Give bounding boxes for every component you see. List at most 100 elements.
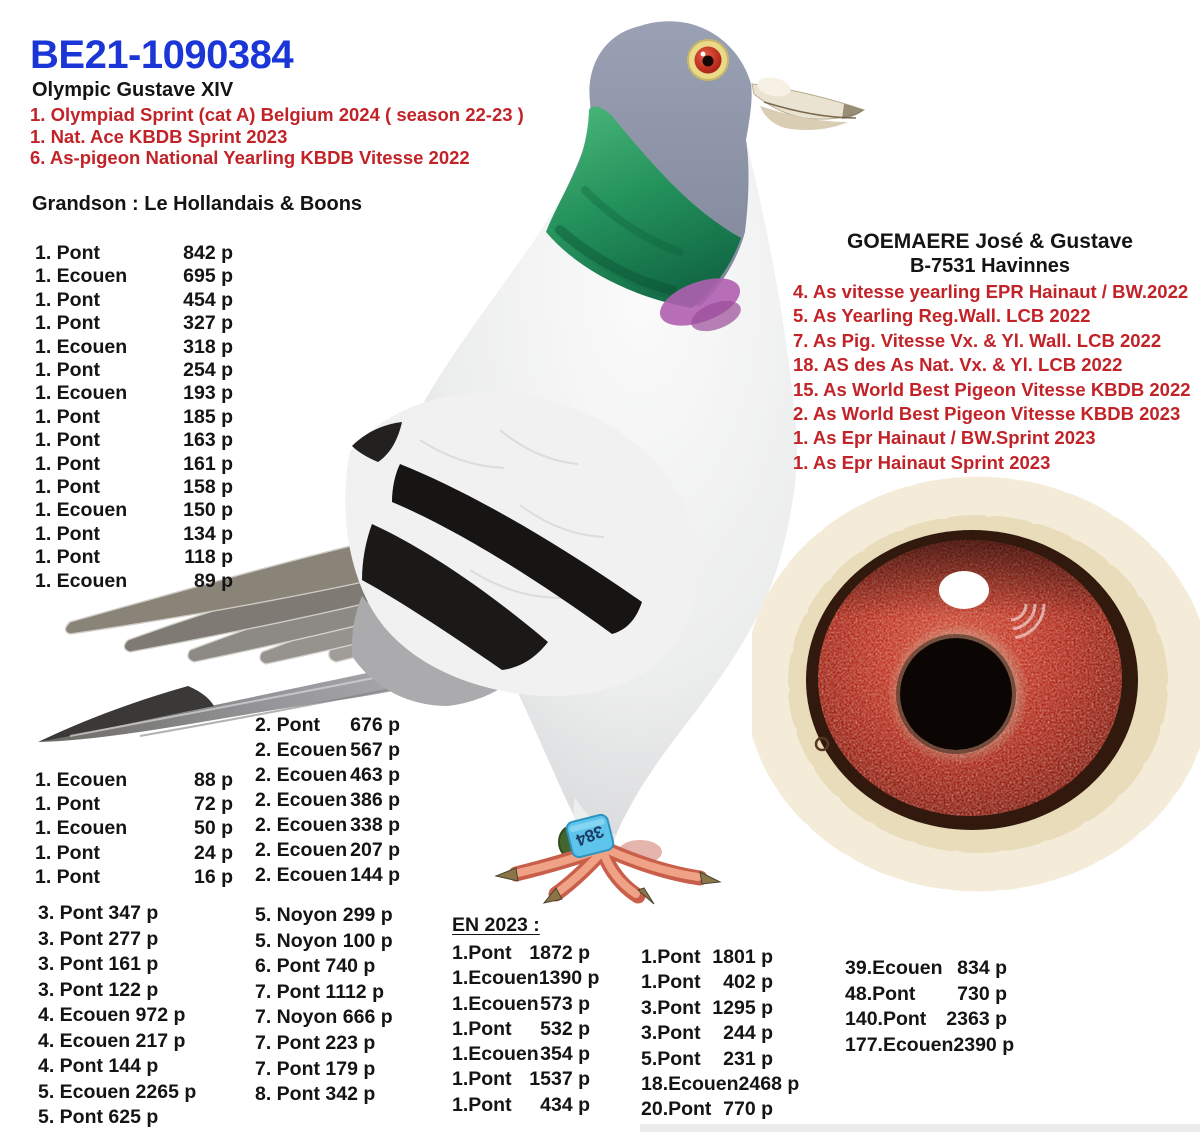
race-label: 1. Pont [35,865,101,888]
points-label: 118 p [184,546,233,569]
race-label: 48.Pont [845,982,916,1005]
points-label: 532 p [540,1017,590,1040]
race-label: 1.Pont [641,971,701,994]
race-label: 1. Pont [35,312,101,335]
result-row: 1. Ecouen 50 p [35,816,233,840]
result-row: 1.Pont 402 p [641,970,773,995]
points-label: 454 p [183,288,233,311]
points-label: 834 p [957,957,1007,979]
result-row: 1.Pont 434 p [452,1093,590,1118]
points-label: 231 p [723,1047,773,1070]
points-label: 1295 p [712,996,773,1019]
points-label: 185 p [183,405,233,428]
achievement-line: 2. As World Best Pigeon Vitesse KBDB 202… [793,403,1181,425]
breeder-achievements: 4. As vitesse yearling EPR Hainaut / BW.… [793,280,1193,475]
points-label: 402 p [723,971,773,994]
result-row: 1. Pont 185 p [35,406,233,429]
race-label: 1. Pont [35,546,101,569]
achievement-line: 1. As Epr Hainaut / BW.Sprint 2023 [793,427,1096,449]
wing-shield [345,392,699,697]
points-label: 193 p [183,382,233,405]
race-label: 3.Pont [641,996,701,1019]
result-line: 4. Ecouen 972 p [38,1004,186,1026]
race-label: 1. Ecouen [35,265,128,288]
eye-highlight [939,571,989,609]
result-row: 1. Ecouen 318 p [35,336,233,359]
achievement-line: 1. Nat. Ace KBDB Sprint 2023 [30,125,288,147]
race-label: 1. Ecouen [35,382,128,405]
points-label: 2468 p [738,1073,800,1096]
pigeon-head [546,21,866,332]
points-label: 244 p [723,1022,773,1045]
result-line: 3. Pont 277 p [38,927,159,950]
race-label: 1.Ecouen [452,1043,539,1066]
points-label: 730 p [957,982,1007,1005]
achievement-line: 5. As Yearling Reg.Wall. LCB 2022 [793,305,1091,327]
points-label: 150 p [183,499,233,522]
points-label: 338 p [350,814,400,836]
race-label: 1.Ecouen [452,992,539,1015]
result-row: 1. Pont 842 p [35,242,233,265]
breeder-block-header: GOEMAERE José & Gustave B-7531 Havinnes [790,230,1190,278]
points-label: 386 p [350,789,400,811]
blue-leg-band: 384 [565,813,615,859]
race-label: 1. Pont [35,793,101,816]
race-label: 1. Pont [35,429,101,452]
race-label: 1. Pont [35,242,101,264]
result-row: 1. Ecouen 88 p [35,768,233,792]
result-row: 48.Pont 730 p [845,982,1007,1008]
achievement-line: 6. As-pigeon National Yearling KBDB Vite… [30,147,470,168]
result-row: 2. Ecouen 463 p [255,763,400,788]
result-line: 3. Pont 122 p [38,978,159,1001]
points-label: 2390 p [953,1034,1015,1057]
bottom-results-column-e: 39.Ecouen 834 p 48.Pont 730 p 140.Pont 2363 p… [845,956,1014,1059]
result-line: 5. Pont 625 p [38,1106,159,1128]
result-row: 2. Ecouen 207 p [255,838,400,863]
result-row: 20.Pont 770 p [641,1097,773,1122]
race-label: 1. Pont [35,522,101,545]
result-line: 5. Noyon 299 p [255,904,393,926]
race-label: 2. Ecouen [255,814,348,836]
bottom-results-column-a: 3. Pont 347 p 3. Pont 277 p 3. Pont 161 p 3… [38,901,196,1131]
race-label: 1. Ecouen [35,569,128,592]
result-line: 7. Noyon 666 p [255,1006,393,1029]
race-label: 2. Ecouen [255,839,348,861]
scan-edge-strip [640,1124,1200,1132]
pigeon-photo: 384 [38,21,866,905]
points-label: 254 p [183,359,233,382]
points-label: 24 p [193,841,233,864]
breeder-name: GOEMAERE José & Gustave [847,230,1133,253]
race-label: 18.Ecouen [641,1073,739,1096]
result-line: 5. Ecouen 2265 p [38,1080,197,1103]
result-row: 1. Pont 254 p [35,359,233,382]
race-label: 1. Ecouen [35,335,128,358]
race-label: 1.Pont [641,946,701,968]
pigeon-eye [687,39,729,81]
result-row: 1. Ecouen 193 p [35,382,233,405]
points-label: 161 p [183,452,233,475]
result-row: 5.Pont 231 p [641,1047,773,1072]
result-row: 2. Ecouen 567 p [255,738,400,763]
pigeon-name: Olympic Gustave XIV [32,79,234,101]
race-label: 1.Pont [452,1068,512,1091]
result-row: 1.Ecouen 573 p [452,992,590,1017]
result-row: 1. Pont 118 p [35,546,233,569]
en2023-column-2: 1.Pont 1801 p 1.Pont 402 p 3.Pont 1295 p 3.Pon… [641,945,799,1123]
result-line: 7. Pont 1112 p [255,980,384,1003]
result-row: 1. Ecouen 150 p [35,499,233,522]
points-label: 89 p [193,569,233,592]
result-row: 1.Pont 1872 p [452,941,590,966]
achievement-line: 15. As World Best Pigeon Vitesse KBDB 20… [793,378,1191,400]
points-label: 144 p [350,864,400,886]
points-label: 134 p [183,522,233,545]
points-label: 573 p [540,992,590,1015]
result-row: 39.Ecouen 834 p [845,956,1007,982]
result-row: 1.Ecouen 354 p [452,1042,590,1067]
result-row: 1.Pont 1801 p [641,945,773,970]
beak [751,77,866,130]
result-row: 1. Pont 134 p [35,523,233,546]
pigeon-achievements: 1. Olympiad Sprint (cat A) Belgium 2024 … [30,104,524,169]
breeder-address: B-7531 Havinnes [909,255,1071,277]
result-row: 1.Ecouen 1390 p [452,966,599,991]
